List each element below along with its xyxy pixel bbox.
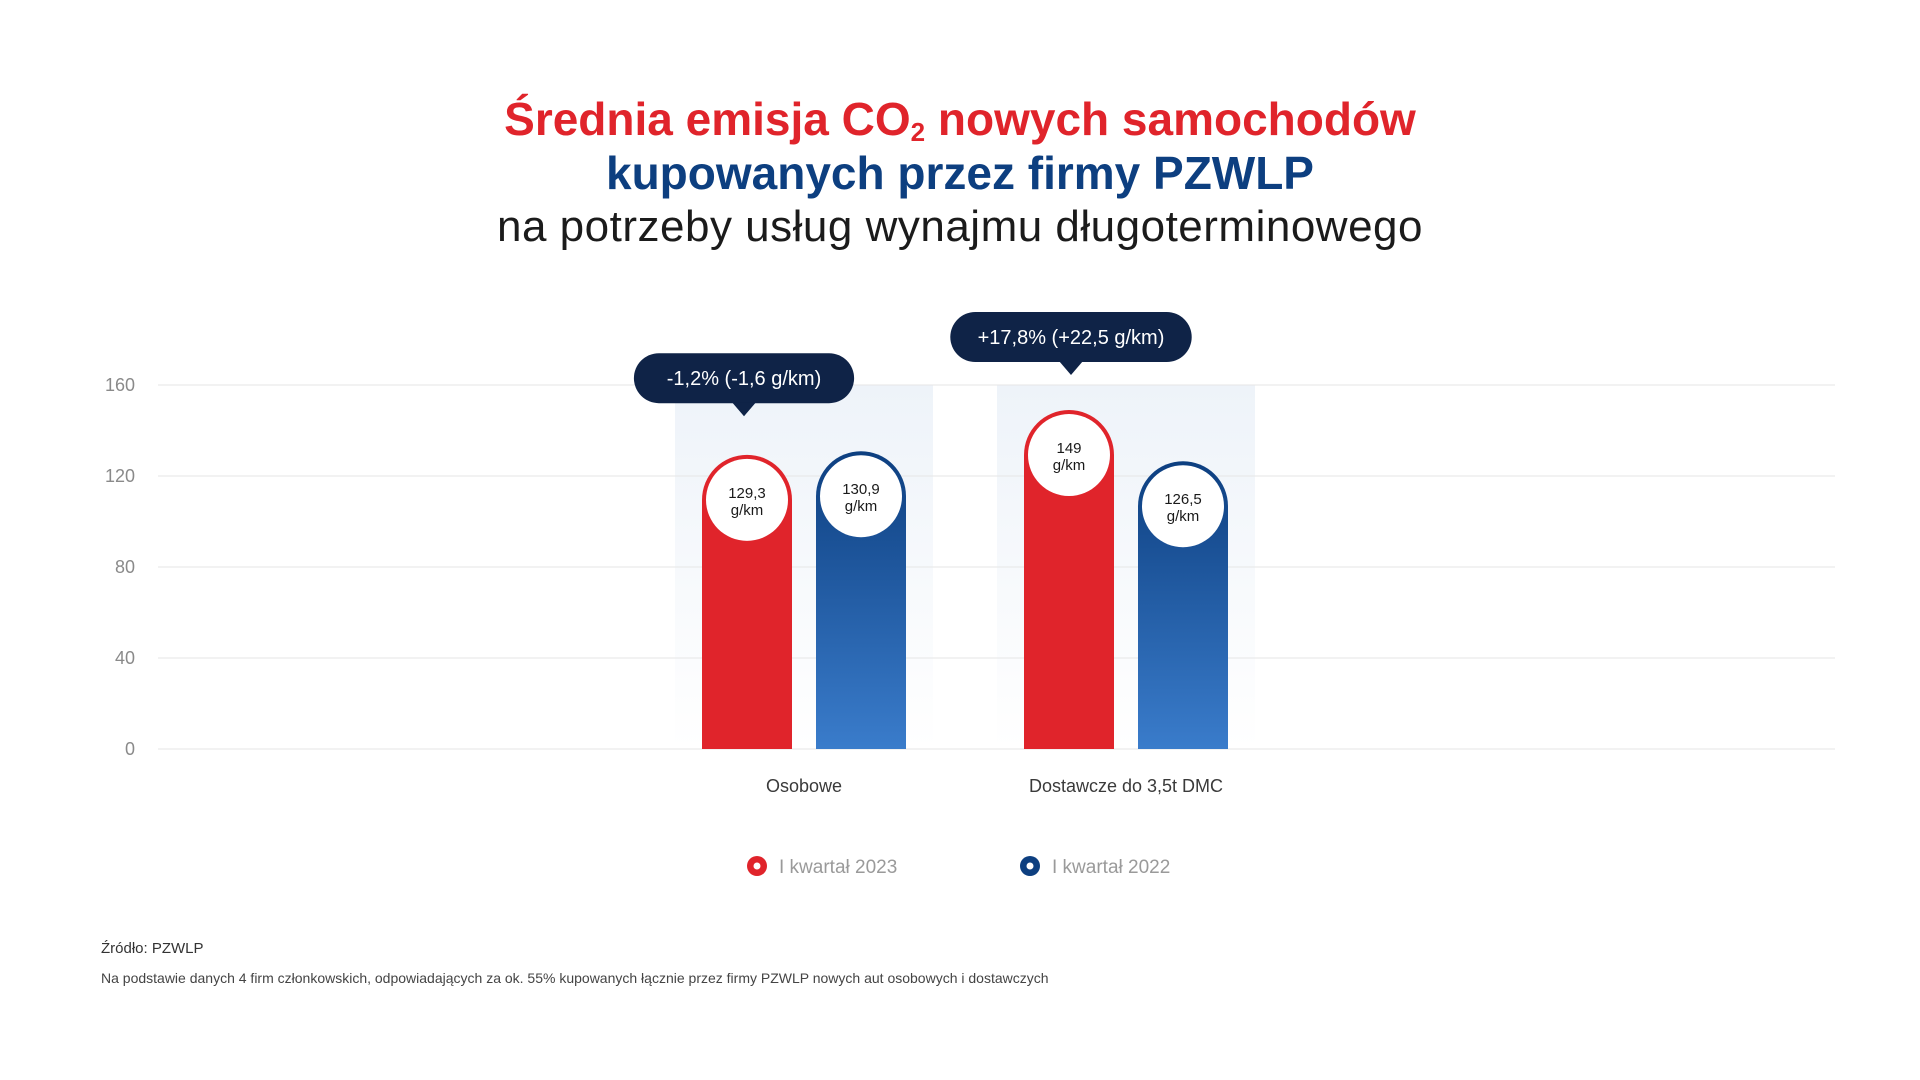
value-label-badge [1142,465,1224,548]
bar [1024,410,1114,749]
value-label-badge [706,458,788,541]
data-label-unit: g/km [1167,508,1200,525]
callout-bubble [950,312,1192,363]
data-label-unit: g/km [1053,457,1086,474]
change-callout: -1,2% (-1,6 g/km) [633,353,855,417]
data-label: 149 [1056,440,1081,457]
title-line-1: Średnia emisja CO2 nowych samochodów [504,93,1416,147]
data-label-unit: g/km [845,498,878,515]
legend-marker-dot [753,862,761,870]
callout-bubble [633,353,855,404]
title-line-3: na potrzeby usług wynajmu długoterminowe… [497,202,1423,251]
x-tick-label: Osobowe [766,776,842,796]
legend-marker-dot [1026,862,1034,870]
value-label-badge [820,455,902,538]
data-label: 126,5 [1164,491,1202,508]
chart-title: Średnia emisja CO2 nowych samochodów kup… [0,92,1920,254]
data-label: 129,3 [728,485,766,502]
x-tick-label: Dostawcze do 3,5t DMC [1029,776,1223,796]
data-label-unit: g/km [731,502,764,519]
callout-pointer [1059,361,1083,376]
title-line-2: kupowanych przez firmy PZWLP [606,147,1314,199]
legend-label: I kwartał 2022 [1052,857,1170,878]
value-label-badge [1028,414,1110,497]
y-tick-label: 40 [115,648,135,668]
y-tick-label: 0 [125,739,135,759]
callout-pointer [732,402,756,417]
source-note: Źródło: PZWLP [101,940,204,957]
y-tick-label: 120 [105,466,135,486]
methodology-note: Na podstawie danych 4 firm członkowskich… [101,970,1049,986]
y-tick-label: 160 [105,375,135,395]
change-callout: +17,8% (+22,5 g/km) [950,312,1192,376]
callout-label: -1,2% (-1,6 g/km) [667,368,821,390]
y-tick-label: 80 [115,557,135,577]
callout-label: +17,8% (+22,5 g/km) [978,327,1165,349]
data-label: 130,9 [842,481,880,498]
legend-label: I kwartał 2023 [779,857,897,878]
